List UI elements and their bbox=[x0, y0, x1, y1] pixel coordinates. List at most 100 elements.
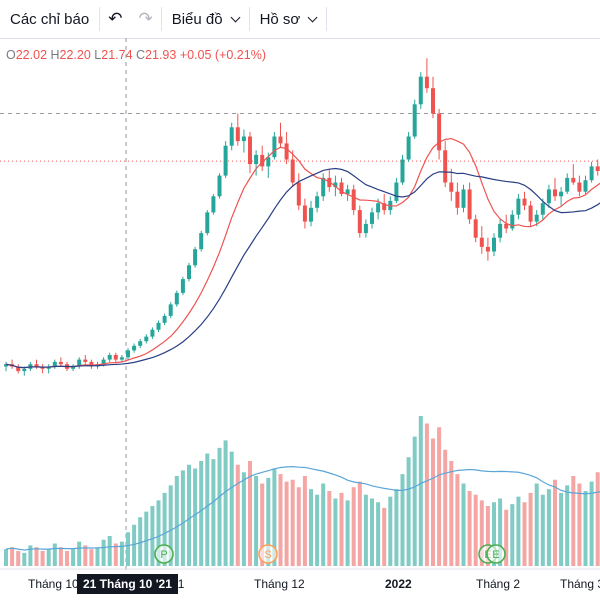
candle-body bbox=[424, 76, 429, 89]
volume-bar bbox=[199, 461, 204, 566]
volume-bar bbox=[485, 506, 490, 566]
volume-bar bbox=[510, 504, 515, 566]
candle-body bbox=[235, 127, 240, 142]
candle-body bbox=[559, 191, 564, 197]
volume-bar bbox=[546, 489, 551, 566]
earnings-event-icon[interactable]: E bbox=[486, 544, 506, 564]
volume-bar bbox=[583, 491, 588, 566]
volume-bar bbox=[479, 500, 484, 566]
split-event-icon[interactable]: S bbox=[258, 544, 278, 564]
candle-body bbox=[241, 136, 246, 142]
volume-bar bbox=[248, 461, 252, 566]
volume-bar bbox=[235, 464, 240, 566]
candle-body bbox=[443, 150, 448, 183]
volume-bar bbox=[376, 502, 381, 566]
volume-bar bbox=[83, 545, 88, 566]
indicators-button[interactable]: Các chỉ báo bbox=[10, 10, 90, 28]
candle-body bbox=[205, 212, 210, 234]
time-axis-label: Tháng 12 bbox=[254, 577, 305, 591]
candle-body bbox=[595, 166, 600, 171]
undo-icon[interactable]: ↶ bbox=[108, 9, 123, 28]
chevron-down-icon bbox=[307, 12, 318, 22]
candle-body bbox=[315, 196, 320, 208]
candle-body bbox=[174, 292, 179, 305]
volume-bar bbox=[455, 474, 460, 566]
candle-body bbox=[418, 76, 423, 105]
volume-bar bbox=[217, 447, 222, 566]
candle-body bbox=[565, 177, 570, 192]
volume-bar bbox=[345, 500, 350, 566]
chart-type-button[interactable]: Biểu đồ bbox=[162, 0, 249, 38]
volume-bar bbox=[180, 470, 185, 566]
volume-bar bbox=[187, 464, 191, 566]
candle-body bbox=[77, 359, 82, 367]
candle-body bbox=[461, 189, 466, 208]
candle-body bbox=[223, 145, 228, 176]
volume-bar bbox=[553, 479, 557, 566]
volume-bar bbox=[473, 494, 478, 566]
volume-bar bbox=[229, 451, 234, 566]
candle-body bbox=[345, 189, 350, 194]
redo-icon[interactable]: ↷ bbox=[138, 9, 153, 28]
volume-bar bbox=[241, 472, 246, 566]
volume-bar bbox=[138, 517, 143, 566]
candle-body bbox=[522, 198, 527, 206]
candle-body bbox=[132, 345, 137, 351]
candle-body bbox=[217, 175, 222, 197]
candle-body bbox=[248, 136, 252, 165]
candle-body bbox=[485, 246, 490, 252]
volume-bar bbox=[95, 547, 100, 566]
candle-body bbox=[290, 159, 295, 183]
volume-bar bbox=[388, 496, 393, 566]
toolbar-divider bbox=[160, 7, 162, 31]
candle-body bbox=[168, 304, 173, 316]
candle-body bbox=[553, 189, 557, 197]
candlestick-chart[interactable]: PSEE bbox=[0, 38, 600, 570]
dividend-event-icon[interactable]: P bbox=[154, 544, 174, 564]
candle-body bbox=[498, 223, 503, 238]
volume-bar bbox=[370, 498, 374, 566]
candle-body bbox=[534, 214, 539, 222]
volume-bar bbox=[58, 547, 63, 566]
volume-bar bbox=[315, 494, 320, 566]
volume-bar bbox=[71, 549, 76, 566]
candle-body bbox=[22, 368, 27, 372]
volume-bar bbox=[333, 498, 338, 566]
profile-button[interactable]: Hồ sơ bbox=[250, 0, 327, 38]
time-axis-label: Tháng 3 bbox=[560, 577, 600, 591]
volume-bar bbox=[278, 474, 283, 566]
volume-bar bbox=[577, 483, 582, 566]
volume-bar bbox=[589, 481, 594, 566]
candle-body bbox=[126, 350, 130, 358]
candle-body bbox=[199, 233, 204, 250]
candle-body bbox=[34, 364, 39, 367]
volume-bar bbox=[431, 438, 435, 566]
volume-bar bbox=[16, 551, 21, 566]
candle-body bbox=[156, 322, 161, 330]
candle-body bbox=[4, 364, 8, 367]
candle-body bbox=[504, 223, 509, 229]
volume-bar bbox=[443, 449, 448, 566]
candle-body bbox=[266, 157, 271, 167]
candle-body bbox=[180, 279, 185, 293]
candle-body bbox=[119, 357, 124, 360]
candle-body bbox=[589, 166, 594, 181]
volume-bar bbox=[302, 476, 307, 566]
time-axis-label: Tháng 10 bbox=[28, 577, 79, 591]
candle-body bbox=[58, 361, 63, 365]
candle-body bbox=[83, 359, 88, 362]
chart-toolbar: Các chỉ báo ↶ ↷ Biểu đồ Hồ sơ bbox=[0, 0, 600, 39]
toolbar-divider bbox=[248, 7, 250, 31]
volume-bar bbox=[119, 541, 124, 566]
volume-bar bbox=[168, 485, 173, 566]
volume-bar bbox=[571, 476, 576, 566]
svg-text:E: E bbox=[492, 549, 499, 561]
volume-bar bbox=[595, 472, 600, 566]
crosshair-date-label: 21 Tháng 10 '21 bbox=[77, 574, 178, 594]
volume-bar bbox=[107, 536, 112, 566]
candle-body bbox=[583, 180, 588, 192]
candle-body bbox=[16, 366, 21, 372]
volume-bar bbox=[565, 485, 570, 566]
candle-body bbox=[473, 219, 478, 238]
candle-body bbox=[577, 182, 582, 192]
